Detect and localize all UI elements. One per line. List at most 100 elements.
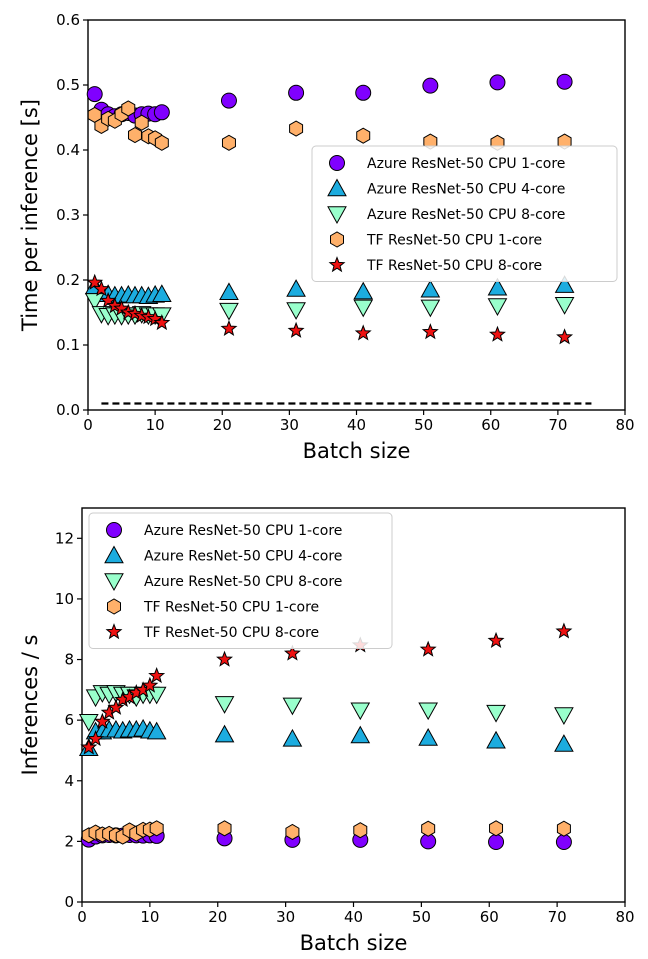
legend-marker — [107, 598, 121, 615]
data-point — [421, 820, 436, 837]
data-point — [221, 134, 236, 151]
data-point — [86, 86, 103, 103]
x-tick-label: 20 — [213, 416, 232, 434]
legend-marker — [105, 623, 123, 640]
data-point — [350, 725, 371, 744]
y-tick-label: 0.3 — [56, 206, 80, 224]
legend-marker — [104, 573, 124, 592]
data-point — [87, 730, 105, 747]
y-axis-label: Inferences / s — [18, 635, 42, 776]
data-point — [486, 704, 506, 723]
data-point — [353, 299, 374, 318]
x-tick-label: 80 — [615, 416, 634, 434]
data-point — [289, 120, 304, 137]
data-point — [421, 323, 439, 340]
data-point — [557, 133, 572, 150]
data-point — [93, 712, 111, 729]
y-tick-label: 0.0 — [56, 401, 80, 419]
data-point — [149, 820, 164, 837]
legend-label: Azure ResNet-50 CPU 8-core — [144, 574, 342, 590]
x-tick-label: 60 — [481, 416, 500, 434]
series-2 — [78, 718, 574, 757]
data-point — [487, 277, 508, 296]
legend-label: TF ResNet-50 CPU 1-core — [366, 233, 542, 249]
x-tick-label: 40 — [347, 416, 366, 434]
x-tick-label: 70 — [548, 416, 567, 434]
x-tick-label: 0 — [77, 908, 87, 926]
series-4 — [81, 820, 571, 845]
data-point — [86, 273, 104, 290]
data-point — [356, 127, 371, 144]
y-tick-label: 8 — [64, 651, 74, 669]
x-tick-label: 60 — [480, 908, 499, 926]
data-point — [288, 84, 305, 101]
legend-label: TF ResNet-50 CPU 8-core — [143, 625, 319, 641]
data-point — [488, 833, 505, 850]
x-tick-label: 10 — [146, 416, 165, 434]
legend-marker — [328, 256, 346, 273]
legend-marker — [329, 155, 345, 171]
data-point — [285, 823, 300, 841]
x-tick-label: 50 — [414, 416, 433, 434]
data-point — [555, 833, 572, 850]
data-point — [92, 280, 110, 297]
legend-marker — [104, 545, 124, 564]
data-point — [554, 275, 575, 293]
data-point — [219, 302, 239, 321]
chart-1: 0 10 20 30 40 50 60 70 80 0.0 0.1 0.2 0.3 0.4 0.5 0.6 Ba… — [18, 11, 635, 463]
x-axis-label: Batch size — [300, 931, 408, 955]
data-point — [423, 133, 438, 150]
data-point — [282, 728, 303, 747]
data-point — [420, 279, 441, 298]
legend-label: Azure ResNet-50 CPU 4-core — [144, 549, 342, 565]
y-tick-label: 0.1 — [56, 336, 80, 354]
data-point — [153, 314, 171, 331]
y-tick-label: 0.4 — [56, 141, 80, 159]
data-point — [283, 644, 301, 661]
legend-marker — [330, 231, 344, 248]
legend-label: TF ResNet-50 CPU 8-core — [366, 258, 542, 274]
data-point — [154, 134, 169, 151]
data-point — [556, 73, 573, 90]
data-point — [146, 721, 167, 740]
x-tick-label: 40 — [344, 908, 363, 926]
x-tick-label: 50 — [412, 908, 431, 926]
data-point — [220, 319, 238, 336]
legend: Azure ResNet-50 CPU 1-core Azure ResNet-5… — [311, 145, 618, 282]
data-point — [216, 650, 233, 667]
data-point — [287, 321, 305, 338]
legend-marker — [327, 178, 347, 197]
x-tick-label: 70 — [548, 908, 567, 926]
data-point — [286, 279, 306, 297]
x-tick-label: 10 — [140, 908, 159, 926]
legend-label: Azure ResNet-50 CPU 1-core — [367, 156, 565, 172]
data-point — [113, 299, 131, 316]
data-point — [78, 713, 99, 732]
data-point — [214, 724, 235, 743]
data-point — [419, 640, 437, 657]
y-tick-label: 0 — [64, 893, 74, 911]
data-point — [486, 730, 506, 749]
legend-label: Azure ResNet-50 CPU 1-core — [144, 523, 342, 539]
y-tick-label: 2 — [64, 832, 74, 850]
y-axis-label: Time per inference [s] — [18, 99, 42, 332]
series-1 — [86, 73, 573, 125]
data-point — [151, 284, 172, 302]
data-point — [146, 686, 167, 705]
data-point — [489, 820, 504, 837]
data-point — [489, 74, 506, 91]
legend-label: Azure ResNet-50 CPU 4-core — [367, 182, 565, 198]
legend: Azure ResNet-50 CPU 1-core Azure ResNet-5… — [88, 512, 393, 649]
legend-marker — [327, 206, 347, 225]
data-point — [219, 282, 239, 301]
data-point — [554, 297, 575, 315]
y-tick-label: 10 — [55, 590, 74, 608]
legend-marker — [106, 522, 122, 538]
data-point — [354, 324, 372, 341]
data-point — [418, 702, 439, 721]
data-point — [353, 281, 374, 300]
data-point — [556, 820, 571, 837]
x-tick-label: 30 — [276, 908, 295, 926]
data-point — [489, 325, 506, 342]
data-point — [420, 299, 441, 318]
